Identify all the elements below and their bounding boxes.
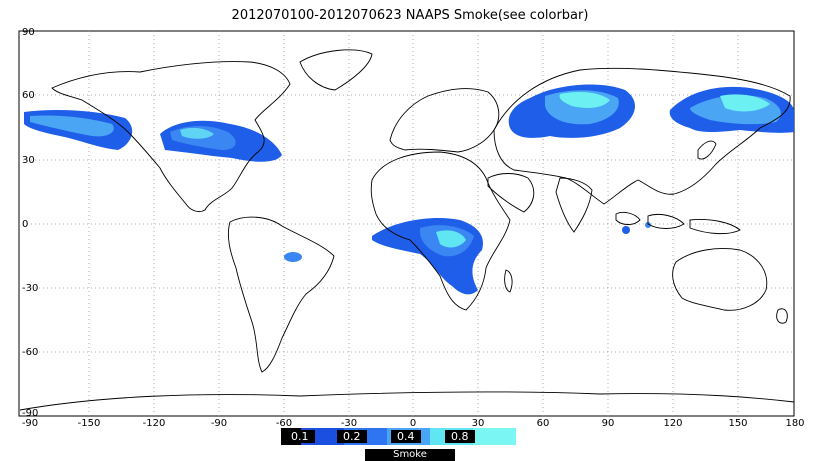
smoke-plumes (24, 84, 794, 295)
lat-tick: -90 (22, 408, 38, 419)
lat-tick: -60 (22, 347, 38, 358)
colorbar-title: Smoke (365, 449, 455, 461)
colorbar-level-label: 0.2 (337, 430, 367, 443)
coastlines (19, 49, 795, 411)
lon-tick: -150 (78, 418, 101, 429)
lon-tick: 0 (410, 418, 416, 429)
lat-tick: -30 (22, 283, 38, 294)
lon-tick-labels: -90 -150 -120 -90 -60 -30 0 30 60 90 120… (22, 418, 805, 429)
colorbar-level-label: 0.8 (445, 430, 475, 443)
lon-tick: 120 (663, 418, 682, 429)
lat-tick-labels: 90 60 30 0 -30 -60 -90 (22, 27, 38, 419)
lon-tick: 150 (728, 418, 747, 429)
lon-tick: -60 (276, 418, 292, 429)
lat-tick: 60 (22, 90, 35, 101)
lon-tick: 60 (537, 418, 550, 429)
map-frame (18, 30, 795, 417)
lat-tick: 30 (22, 155, 35, 166)
lon-tick: -90 (22, 418, 38, 429)
colorbar-level-label: 0.4 (391, 430, 421, 443)
lat-tick: 0 (22, 219, 28, 230)
lon-tick: -120 (143, 418, 166, 429)
colorbar: 0.1 0.2 0.4 0.8 (281, 428, 516, 445)
lon-tick: -90 (211, 418, 227, 429)
map-title: 2012070100-2012070623 NAAPS Smoke(see co… (231, 8, 589, 23)
lon-tick: 30 (472, 418, 485, 429)
lon-tick: 180 (785, 418, 804, 429)
lon-tick: 90 (602, 418, 615, 429)
colorbar-seg-5 (473, 428, 516, 445)
colorbar-level-label: 0.1 (285, 430, 315, 443)
lon-tick: -30 (341, 418, 357, 429)
lat-tick: 90 (22, 27, 35, 38)
